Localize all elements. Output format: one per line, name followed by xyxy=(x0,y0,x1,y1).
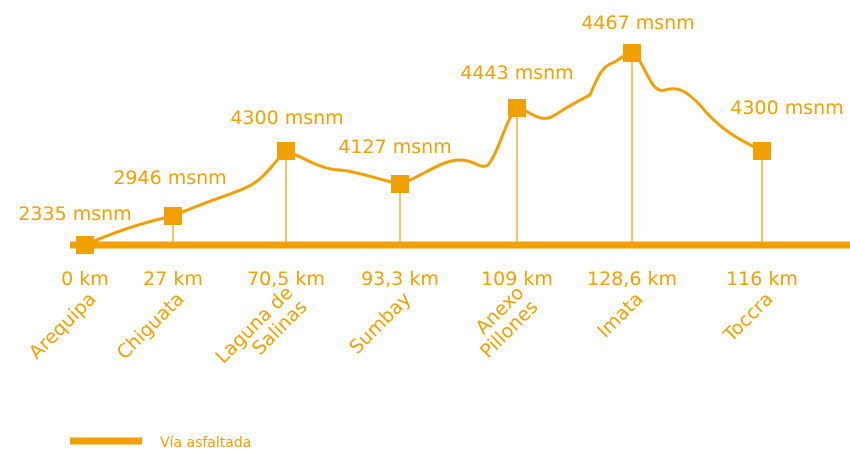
elevation-label: 4127 msnm xyxy=(338,136,451,158)
stop-marker xyxy=(623,44,641,62)
stop-name: Toccra xyxy=(719,288,778,347)
stop-name: Imata xyxy=(593,288,647,342)
distance-label: 27 km xyxy=(143,268,203,290)
stop-marker xyxy=(277,142,295,160)
stop-name: Sumbay xyxy=(345,288,415,358)
stop-marker xyxy=(508,99,526,117)
distance-label: 128,6 km xyxy=(587,268,677,290)
elevation-label: 4300 msnm xyxy=(730,97,843,119)
distance-label: 109 km xyxy=(481,268,553,290)
elevation-label: 4300 msnm xyxy=(230,107,343,129)
elevation-label: 2946 msnm xyxy=(113,167,226,189)
elevation-label: 2335 msnm xyxy=(18,203,131,225)
stop-marker xyxy=(164,207,182,225)
stop-name: Arequipa xyxy=(25,288,101,364)
distance-label: 70,5 km xyxy=(247,268,325,290)
distance-label: 116 km xyxy=(726,268,798,290)
elevation-label: 4467 msnm xyxy=(581,12,694,34)
legend-label: Vía asfaltada xyxy=(160,435,251,450)
distance-label: 0 km xyxy=(61,268,109,290)
distance-label: 93,3 km xyxy=(361,268,439,290)
elevation-label: 4443 msnm xyxy=(460,62,573,84)
stop-name: Chiguata xyxy=(113,288,189,364)
stop-marker xyxy=(76,236,94,254)
stop-marker xyxy=(391,175,409,193)
profile-curve xyxy=(84,51,763,247)
stop-marker xyxy=(753,142,771,160)
